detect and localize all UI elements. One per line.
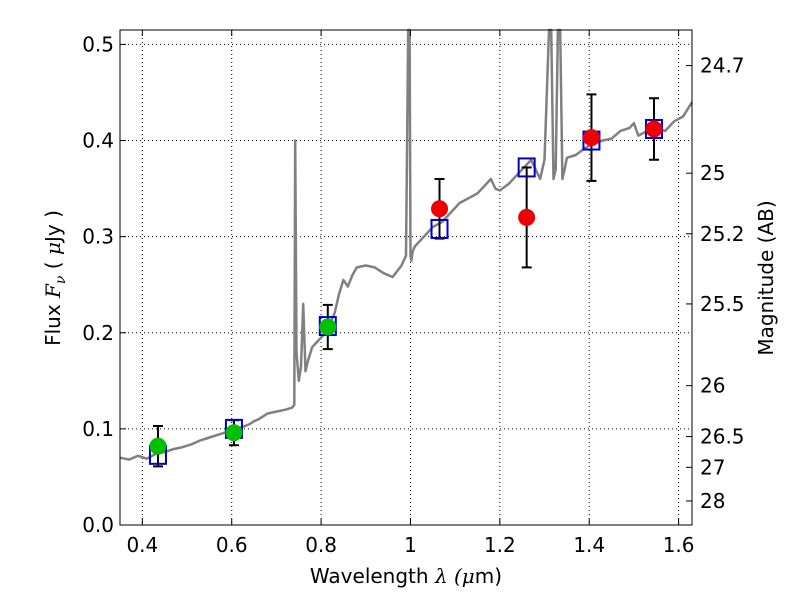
y-tick-label: 0.5 bbox=[82, 32, 114, 56]
sed-model-line bbox=[119, 28, 694, 461]
y2-tick-label: 25 bbox=[700, 161, 725, 185]
x-tick-label: 0.8 bbox=[305, 533, 337, 557]
photometry-point bbox=[518, 208, 536, 226]
y2-tick-label: 26.5 bbox=[700, 425, 745, 449]
y2-tick-label: 26 bbox=[700, 374, 725, 398]
y-ticks: 0.0 0.1 0.2 0.3 0.4 0.5 bbox=[82, 32, 126, 537]
x-tick-label: 0.6 bbox=[216, 533, 248, 557]
model-photometry-square bbox=[517, 157, 536, 178]
plot-frame bbox=[119, 29, 693, 526]
photometry-point bbox=[149, 437, 167, 455]
photometry-point bbox=[319, 318, 337, 336]
x-ticks: 0.4 0.6 0.8 1 1.2 1.4 1.6 bbox=[126, 30, 695, 557]
y2-tick-label: 24.7 bbox=[700, 54, 745, 78]
y-tick-label: 0.2 bbox=[82, 321, 114, 345]
y2-tick-label: 27 bbox=[700, 455, 725, 479]
y2-axis-label: Magnitude (AB) bbox=[754, 200, 778, 355]
sed-model-curve-group bbox=[119, 28, 694, 461]
y-tick-label: 0.3 bbox=[82, 225, 114, 249]
x-axis-label: Wavelength λ (μm) bbox=[310, 564, 502, 588]
photometry-point bbox=[431, 200, 449, 218]
grid-lines bbox=[120, 30, 692, 525]
photometry-point bbox=[645, 120, 663, 138]
model-photometry-square bbox=[430, 218, 449, 239]
x-tick-label: 1.4 bbox=[573, 533, 605, 557]
y-tick-label: 0.0 bbox=[82, 513, 114, 537]
y-axis-label: Flux Fν ( μJy ) bbox=[41, 210, 69, 346]
x-tick-label: 1.6 bbox=[663, 533, 695, 557]
y-tick-label: 0.4 bbox=[82, 129, 114, 153]
y2-tick-label: 28 bbox=[700, 489, 725, 513]
photometry-point bbox=[225, 424, 243, 442]
x-tick-label: 1 bbox=[404, 533, 417, 557]
y2-tick-label: 25.2 bbox=[700, 222, 745, 246]
y2-tick-label: 25.5 bbox=[700, 292, 745, 316]
photometry-point bbox=[582, 129, 600, 147]
observed-photometry-markers bbox=[149, 120, 663, 455]
x-tick-label: 0.4 bbox=[126, 533, 158, 557]
x-tick-label: 1.2 bbox=[484, 533, 516, 557]
y-tick-label: 0.1 bbox=[82, 417, 114, 441]
y2-ticks: 24.7 25 25.2 25.5 26 26.5 27 28 bbox=[686, 54, 745, 513]
